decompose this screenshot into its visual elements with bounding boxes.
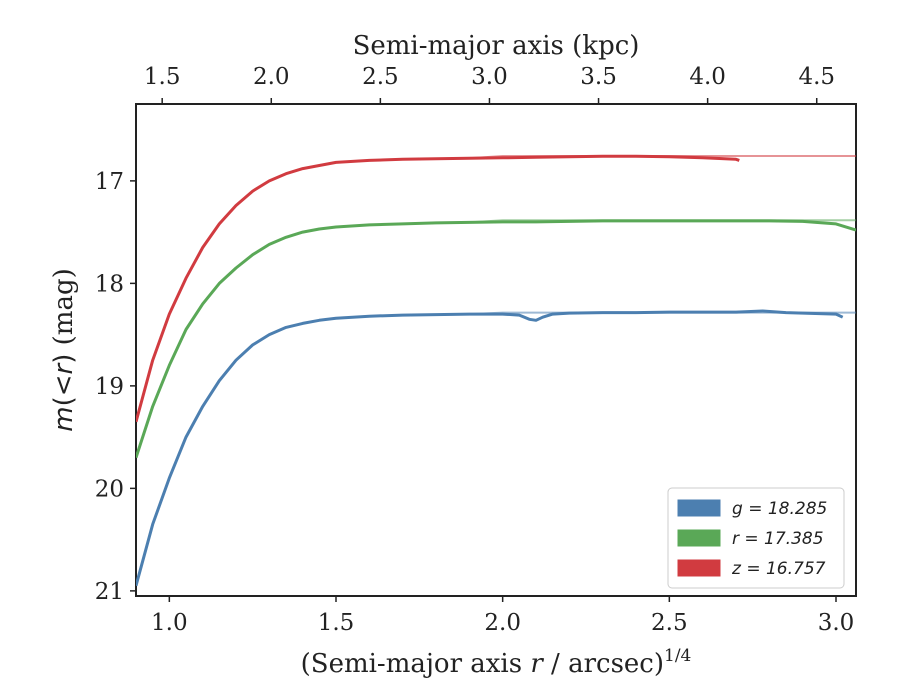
bottom-x-axis-label-suffix: / arcsec) bbox=[543, 649, 664, 679]
top-x-tick-label: 4.0 bbox=[689, 64, 726, 90]
bottom-x-tick-label: 3.0 bbox=[818, 610, 855, 636]
y-tick-label: 17 bbox=[95, 169, 124, 195]
bottom-x-axis-label-prefix: (Semi-major axis bbox=[301, 649, 531, 679]
series-r-line bbox=[136, 219, 856, 459]
y-axis-label-paren-close: ) bbox=[49, 354, 79, 364]
legend-swatch-g bbox=[677, 499, 721, 517]
legend-label-z: z = 16.757 bbox=[731, 559, 826, 579]
legend: g = 18.285 r = 17.385 z = 16.757 bbox=[667, 487, 845, 589]
bottom-x-axis-label-exponent: 1/4 bbox=[664, 646, 691, 666]
plot-frame bbox=[135, 103, 857, 597]
y-axis-label-unit: (mag) bbox=[49, 268, 79, 353]
top-x-tick-label: 2.0 bbox=[253, 64, 290, 90]
y-axis-label-paren-open: ( bbox=[49, 396, 79, 406]
series-r bbox=[136, 219, 856, 459]
series-layer bbox=[136, 154, 856, 587]
y-axis-label-m: m bbox=[49, 406, 79, 431]
series-g bbox=[136, 309, 856, 587]
top-x-axis: 1.5 2.0 2.5 3.0 3.5 4.0 4.5 bbox=[144, 64, 835, 104]
top-x-tick-label: 3.5 bbox=[580, 64, 617, 90]
top-x-axis-label: Semi-major axis (kpc) bbox=[353, 31, 640, 61]
top-x-tick-label: 2.5 bbox=[362, 64, 399, 90]
bottom-x-axis: 1.0 1.5 2.0 2.5 3.0 bbox=[151, 596, 854, 636]
series-z-line bbox=[136, 154, 740, 423]
top-x-tick-label: 4.5 bbox=[798, 64, 835, 90]
bottom-x-axis-label-var: r bbox=[530, 649, 544, 679]
legend-swatch-r bbox=[677, 529, 721, 547]
y-tick-label: 21 bbox=[95, 579, 124, 605]
y-tick-label: 18 bbox=[95, 271, 124, 297]
bottom-x-tick-label: 1.0 bbox=[151, 610, 188, 636]
y-axis-label-lt: < bbox=[49, 374, 79, 396]
y-axis: 17 18 19 20 21 bbox=[95, 169, 136, 605]
top-x-tick-label: 1.5 bbox=[144, 64, 181, 90]
y-tick-label: 20 bbox=[95, 476, 124, 502]
plot-area bbox=[135, 103, 857, 597]
series-z-model-line bbox=[136, 155, 856, 423]
legend-label-g: g = 18.285 bbox=[732, 499, 827, 519]
bottom-x-axis-label: (Semi-major axis r / arcsec)1/4 bbox=[301, 646, 692, 679]
y-axis-label: m(<r) (mag) bbox=[49, 268, 79, 432]
bottom-x-tick-label: 1.5 bbox=[318, 610, 355, 636]
y-tick-label: 19 bbox=[95, 374, 124, 400]
legend-swatch-z bbox=[677, 559, 721, 577]
bottom-x-tick-label: 2.5 bbox=[651, 610, 688, 636]
legend-label-r: r = 17.385 bbox=[732, 529, 824, 549]
series-z bbox=[136, 154, 856, 423]
top-x-tick-label: 3.0 bbox=[471, 64, 508, 90]
series-r-model-line bbox=[136, 219, 856, 458]
series-g-line bbox=[136, 309, 844, 587]
y-axis-label-r: r bbox=[49, 361, 79, 374]
bottom-x-tick-label: 2.0 bbox=[484, 610, 521, 636]
